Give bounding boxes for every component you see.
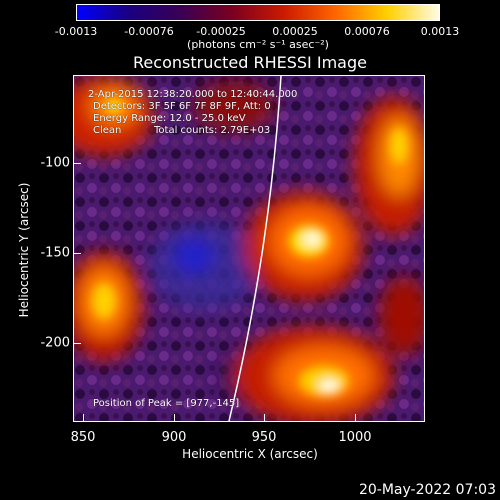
peak-position-label: Position of Peak = [977,-145]: [93, 398, 240, 409]
timestamp: 20-May-2022 07:03: [358, 482, 496, 498]
solar-limb-line: [228, 76, 282, 421]
plot-title: Reconstructed RHESSI Image: [133, 53, 367, 72]
y-tick-mark: [73, 163, 81, 164]
x-tick-label: 1000: [338, 430, 372, 445]
x-tick-mark: [264, 414, 265, 422]
x-tick-label: 950: [251, 430, 277, 445]
y-tick-label: -100: [40, 155, 70, 171]
x-tick-mark: [83, 414, 84, 422]
detectors-label: Detectors: 3F 5F 6F 7F 8F 9F, Att: 0: [93, 101, 271, 112]
colorbar-tick: -0.00025: [196, 25, 246, 38]
energy-range-label: Energy Range: 12.0 - 25.0 keV: [93, 113, 246, 124]
y-tick-mark: [73, 343, 81, 344]
x-tick-label: 900: [161, 430, 187, 445]
time-range-label: 2-Apr-2015 12:38:20.000 to 12:40:44.000: [88, 89, 298, 100]
x-axis-label: Heliocentric X (arcsec): [182, 447, 318, 461]
total-counts-label: Total counts: 2.79E+03: [154, 125, 271, 136]
colorbar-unit: (photons cm⁻² s⁻¹ asec⁻²): [187, 38, 329, 51]
colorbar-tick: -0.00076: [124, 25, 174, 38]
y-axis-label: Heliocentric Y (arcsec): [17, 182, 31, 318]
y-tick-label: -150: [40, 245, 70, 261]
rhessi-image-map: [74, 76, 424, 421]
x-tick-label: 850: [70, 430, 96, 445]
clean-label: Clean: [93, 125, 122, 136]
colorbar-tick: 0.00025: [272, 25, 318, 38]
colorbar: [76, 4, 440, 21]
colorbar-tick: 0.00076: [344, 25, 390, 38]
x-tick-mark: [355, 414, 356, 422]
x-tick-mark: [174, 414, 175, 422]
y-tick-label: -200: [40, 335, 70, 351]
colorbar-tick: -0.0013: [54, 25, 98, 38]
image-plot: 2-Apr-2015 12:38:20.000 to 12:40:44.000 …: [73, 75, 425, 422]
colorbar-tick: 0.0013: [420, 25, 460, 38]
y-tick-mark: [73, 253, 81, 254]
